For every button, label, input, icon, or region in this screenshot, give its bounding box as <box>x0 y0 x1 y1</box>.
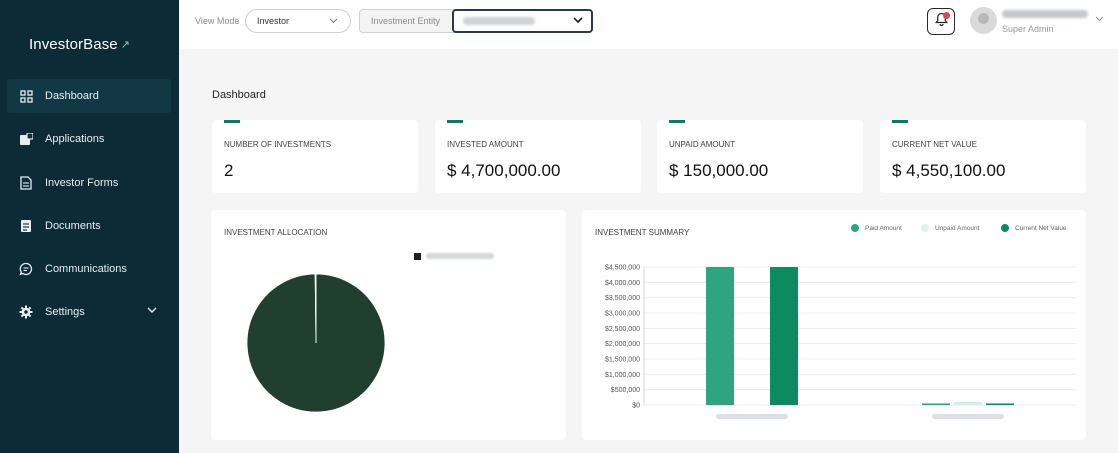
legend-label: Unpaid Amount <box>935 224 980 232</box>
form-icon <box>19 175 33 190</box>
sidebar-item-label: Settings <box>45 306 85 319</box>
x-tick-label-redacted <box>716 414 788 419</box>
pie-slice <box>314 273 317 344</box>
sidebar-item-label: Applications <box>45 133 105 146</box>
legend-swatch <box>414 253 421 260</box>
bar-current-net-value <box>770 267 798 405</box>
investment-entity-group: Investment Entity <box>359 9 593 33</box>
sidebar-item-label: Dashboard <box>45 90 99 102</box>
legend-label: Paid Amount <box>865 224 902 232</box>
sidebar: InvestorBase ↗ Dashboard Applications In… <box>0 0 179 453</box>
logo-text: InvestorBase <box>29 36 118 53</box>
view-mode-value: Investor <box>257 16 290 26</box>
investment-entity-label: Investment Entity <box>371 16 441 26</box>
legend-label-redacted <box>426 253 494 259</box>
legend-item-paid[interactable]: Paid Amount <box>851 224 902 232</box>
user-menu-chevron-icon[interactable] <box>1095 14 1104 25</box>
allocation-pie-chart <box>246 273 386 413</box>
y-tick-label: $500,000 <box>611 387 640 394</box>
stat-value: 2 <box>224 161 234 180</box>
page-title: Dashboard <box>212 89 266 101</box>
stat-value: $ 150,000.00 <box>669 161 769 180</box>
stat-accent-bar <box>669 120 685 123</box>
y-tick-label: $2,000,000 <box>605 341 640 348</box>
stat-value: $ 4,700,000.00 <box>447 161 561 180</box>
sidebar-item-label: Documents <box>45 219 101 232</box>
y-tick-label: $0 <box>632 403 640 410</box>
stat-accent-bar <box>892 120 908 123</box>
bar-unpaid-amount <box>954 401 982 405</box>
applications-icon <box>19 132 33 146</box>
stat-label: INVESTED AMOUNT <box>447 140 524 149</box>
chat-icon <box>19 262 33 276</box>
legend-label: Current Net Value <box>1015 224 1067 232</box>
top-bar: View Mode Investor Investment Entity Sup… <box>179 0 1118 49</box>
y-tick-label: $4,500,000 <box>605 265 640 272</box>
stat-card-unpaid-amount: UNPAID AMOUNT $ 150,000.00 <box>657 120 863 193</box>
stat-accent-bar <box>447 120 463 123</box>
y-tick-label: $3,000,000 <box>605 311 640 318</box>
legend-item-net-value[interactable]: Current Net Value <box>1001 224 1067 232</box>
avatar[interactable] <box>970 7 997 34</box>
legend-dot <box>1001 224 1009 232</box>
investment-allocation-panel: INVESTMENT ALLOCATION <box>211 210 566 440</box>
investment-summary-panel: INVESTMENT SUMMARY Paid Amount Unpaid Am… <box>582 210 1086 440</box>
sidebar-item-investor-forms[interactable]: Investor Forms <box>7 166 171 200</box>
user-name-redacted <box>1002 10 1088 18</box>
view-mode-select[interactable]: Investor <box>245 9 351 33</box>
user-role: Super Admin <box>1002 24 1054 34</box>
chevron-down-icon[interactable] <box>147 305 157 317</box>
sidebar-item-label: Communications <box>45 263 127 276</box>
grid-icon <box>19 89 33 103</box>
sidebar-item-applications[interactable]: Applications <box>7 122 171 156</box>
sidebar-nav: Dashboard Applications Investor Forms Do… <box>7 79 171 339</box>
chevron-down-icon <box>573 13 583 27</box>
stat-label: CURRENT NET VALUE <box>892 140 977 149</box>
sidebar-item-documents[interactable]: Documents <box>7 209 171 243</box>
investment-summary-bar-chart: $0 $500,000 $1,000,000 $1,500,000 $2,000,000… <box>605 265 1076 419</box>
bar-paid-amount <box>922 403 950 405</box>
stat-card-invested-amount: INVESTED AMOUNT $ 4,700,000.00 <box>435 120 641 193</box>
app-logo[interactable]: InvestorBase ↗ <box>29 36 130 53</box>
y-tick-label: $1,000,000 <box>605 372 640 379</box>
stat-label: UNPAID AMOUNT <box>669 140 736 149</box>
panel-title: INVESTMENT ALLOCATION <box>224 228 328 237</box>
sidebar-item-communications[interactable]: Communications <box>7 252 171 286</box>
notification-badge <box>943 12 950 19</box>
bar-paid-amount <box>706 267 734 405</box>
legend-item-unpaid[interactable]: Unpaid Amount <box>921 224 979 232</box>
stat-accent-bar <box>224 120 240 123</box>
stat-card-investments: NUMBER OF INVESTMENTS 2 <box>212 120 418 193</box>
gear-icon <box>19 305 33 319</box>
investment-entity-select[interactable] <box>452 9 593 33</box>
sidebar-item-label: Investor Forms <box>45 176 119 189</box>
sidebar-item-settings[interactable]: Settings <box>7 295 171 329</box>
y-tick-label: $2,500,000 <box>605 326 640 333</box>
sidebar-item-dashboard[interactable]: Dashboard <box>7 79 171 113</box>
notifications-button[interactable] <box>927 8 955 35</box>
stat-label: NUMBER OF INVESTMENTS <box>224 140 332 149</box>
legend-dot <box>851 224 859 232</box>
chevron-down-icon <box>329 10 338 32</box>
y-tick-label: $4,000,000 <box>605 280 640 287</box>
panel-title: INVESTMENT SUMMARY <box>595 228 690 237</box>
x-tick-label-redacted <box>932 414 1004 419</box>
leaf-icon: ↗ <box>120 39 131 51</box>
bar-current-net-value <box>986 403 1014 405</box>
document-icon <box>19 219 33 233</box>
legend-dot <box>921 224 929 232</box>
y-tick-label: $3,500,000 <box>605 295 640 302</box>
stat-card-current-net-value: CURRENT NET VALUE $ 4,550,100.00 <box>880 120 1086 193</box>
entity-value-redacted <box>463 17 535 25</box>
y-tick-label: $1,500,000 <box>605 357 640 364</box>
stat-value: $ 4,550,100.00 <box>892 161 1006 180</box>
view-mode-label: View Mode <box>195 16 240 26</box>
